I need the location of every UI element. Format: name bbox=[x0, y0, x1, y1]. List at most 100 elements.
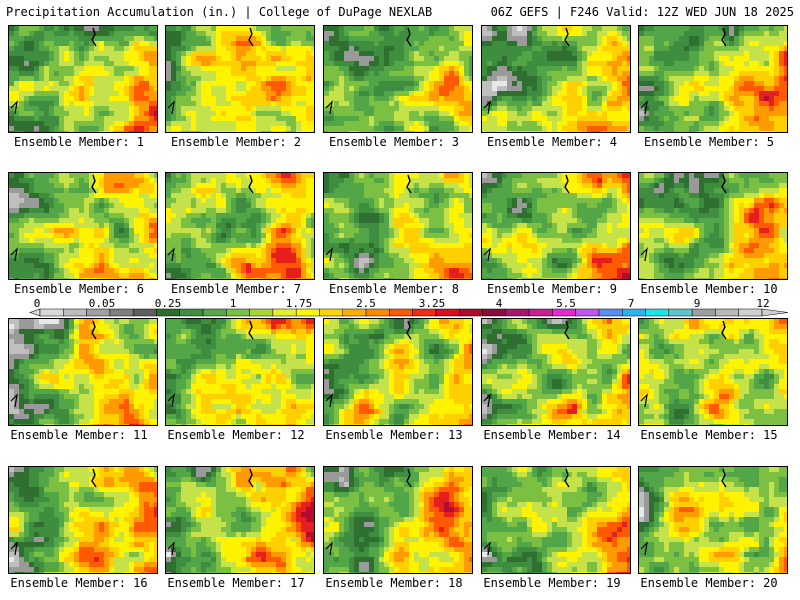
colorbar-swatch bbox=[365, 308, 390, 317]
precip-map-14 bbox=[481, 318, 631, 426]
ensemble-member-label: Ensemble Member: 20 bbox=[640, 576, 778, 590]
lake-outline-icon bbox=[91, 27, 97, 47]
ensemble-member-label: Ensemble Member: 18 bbox=[325, 576, 463, 590]
colorbar-swatch bbox=[458, 308, 483, 317]
lake-outline-icon bbox=[564, 174, 570, 194]
colorbar-swatch bbox=[435, 308, 460, 317]
colorbar-tick-label: 12 bbox=[756, 297, 769, 310]
colorbar-swatch bbox=[715, 308, 739, 317]
ensemble-member-label: Ensemble Member: 8 bbox=[328, 282, 460, 296]
lake-outline-icon bbox=[564, 320, 570, 340]
coastline-icon bbox=[167, 247, 175, 262]
lake-outline-icon bbox=[406, 27, 412, 47]
colorbar-swatch bbox=[505, 308, 530, 317]
ensemble-member-label: Ensemble Member: 1 bbox=[13, 135, 145, 149]
colorbar-tick-label: 0.05 bbox=[89, 297, 116, 310]
colorbar-swatch bbox=[342, 308, 367, 317]
ensemble-panel-9: Ensemble Member: 9 bbox=[477, 172, 631, 296]
colorbar-swatch bbox=[482, 308, 507, 317]
colorbar-swatch bbox=[179, 308, 204, 317]
coastline-icon bbox=[640, 247, 648, 262]
ensemble-panel-2: Ensemble Member: 2 bbox=[161, 25, 315, 149]
precip-map-9 bbox=[481, 172, 631, 280]
ensemble-member-label: Ensemble Member: 4 bbox=[486, 135, 618, 149]
colorbar-swatch bbox=[295, 308, 320, 317]
ensemble-panel-6: Ensemble Member: 6 bbox=[4, 172, 158, 296]
precip-map-11 bbox=[8, 318, 158, 426]
precip-colorbar: 0 0.05 0.25 1 1.75 2.5 3.25 4 5.5 7 9 12 bbox=[29, 297, 789, 317]
lake-outline-icon bbox=[721, 27, 727, 47]
precip-map-5 bbox=[638, 25, 788, 133]
lake-outline-icon bbox=[248, 27, 254, 47]
run-valid-time: 06Z GEFS | F246 Valid: 12Z WED JUN 18 20… bbox=[490, 5, 794, 19]
colorbar-swatch bbox=[249, 308, 274, 317]
colorbar-swatch bbox=[202, 308, 227, 317]
coastline-icon bbox=[483, 393, 491, 408]
colorbar-swatch bbox=[412, 308, 437, 317]
colorbar-swatch bbox=[109, 308, 134, 317]
ensemble-panel-18: Ensemble Member: 18 bbox=[319, 466, 473, 590]
coastline-icon bbox=[10, 393, 18, 408]
precip-map-3 bbox=[323, 25, 473, 133]
colorbar-swatch bbox=[389, 308, 413, 317]
colorbar-swatch bbox=[598, 308, 623, 317]
lake-outline-icon bbox=[721, 320, 727, 340]
lake-outline-icon bbox=[248, 468, 254, 488]
precip-map-17 bbox=[165, 466, 315, 574]
ensemble-panel-13: Ensemble Member: 13 bbox=[319, 318, 473, 442]
colorbar-swatch bbox=[132, 308, 157, 317]
lake-outline-icon bbox=[91, 468, 97, 488]
coastline-icon bbox=[167, 541, 175, 556]
coastline-icon bbox=[483, 247, 491, 262]
lake-outline-icon bbox=[721, 468, 727, 488]
precip-map-19 bbox=[481, 466, 631, 574]
coastline-icon bbox=[325, 100, 333, 115]
precip-map-13 bbox=[323, 318, 473, 426]
ensemble-panel-5: Ensemble Member: 5 bbox=[634, 25, 788, 149]
colorbar-swatch bbox=[226, 308, 250, 317]
ensemble-panel-10: Ensemble Member: 10 bbox=[634, 172, 788, 296]
ensemble-member-label: Ensemble Member: 10 bbox=[640, 282, 778, 296]
colorbar-swatch bbox=[691, 308, 716, 317]
precip-map-6 bbox=[8, 172, 158, 280]
coastline-icon bbox=[10, 100, 18, 115]
coastline-icon bbox=[325, 541, 333, 556]
colorbar-left-arrow bbox=[29, 308, 41, 317]
ensemble-member-label: Ensemble Member: 11 bbox=[10, 428, 148, 442]
colorbar-swatch bbox=[272, 308, 297, 317]
colorbar-tick-label: 0.25 bbox=[155, 297, 182, 310]
ensemble-member-label: Ensemble Member: 15 bbox=[640, 428, 778, 442]
ensemble-panel-14: Ensemble Member: 14 bbox=[477, 318, 631, 442]
colorbar-tick-label: 1.75 bbox=[286, 297, 313, 310]
ensemble-member-label: Ensemble Member: 6 bbox=[13, 282, 145, 296]
colorbar-swatch bbox=[86, 308, 111, 317]
colorbar-swatch bbox=[156, 308, 180, 317]
colorbar-swatch bbox=[319, 308, 344, 317]
lake-outline-icon bbox=[564, 468, 570, 488]
precip-map-10 bbox=[638, 172, 788, 280]
map-title: Precipitation Accumulation (in.) | Colle… bbox=[6, 5, 433, 19]
ensemble-panel-3: Ensemble Member: 3 bbox=[319, 25, 473, 149]
lake-outline-icon bbox=[91, 320, 97, 340]
ensemble-panel-11: Ensemble Member: 11 bbox=[4, 318, 158, 442]
coastline-icon bbox=[167, 393, 175, 408]
ensemble-panel-16: Ensemble Member: 16 bbox=[4, 466, 158, 590]
precip-map-2 bbox=[165, 25, 315, 133]
colorbar-tick-label: 0 bbox=[34, 297, 41, 310]
ensemble-member-label: Ensemble Member: 16 bbox=[10, 576, 148, 590]
ensemble-panel-7: Ensemble Member: 7 bbox=[161, 172, 315, 296]
precip-map-18 bbox=[323, 466, 473, 574]
ensemble-member-label: Ensemble Member: 14 bbox=[483, 428, 621, 442]
precip-map-12 bbox=[165, 318, 315, 426]
precip-map-20 bbox=[638, 466, 788, 574]
colorbar-swatch bbox=[738, 308, 763, 317]
coastline-icon bbox=[167, 100, 175, 115]
lake-outline-icon bbox=[248, 174, 254, 194]
ensemble-member-label: Ensemble Member: 3 bbox=[328, 135, 460, 149]
colorbar-tick-label: 4 bbox=[496, 297, 503, 310]
colorbar-tick-label: 5.5 bbox=[556, 297, 576, 310]
ensemble-panel-20: Ensemble Member: 20 bbox=[634, 466, 788, 590]
coastline-icon bbox=[325, 393, 333, 408]
colorbar-swatch bbox=[552, 308, 576, 317]
ensemble-panel-19: Ensemble Member: 19 bbox=[477, 466, 631, 590]
